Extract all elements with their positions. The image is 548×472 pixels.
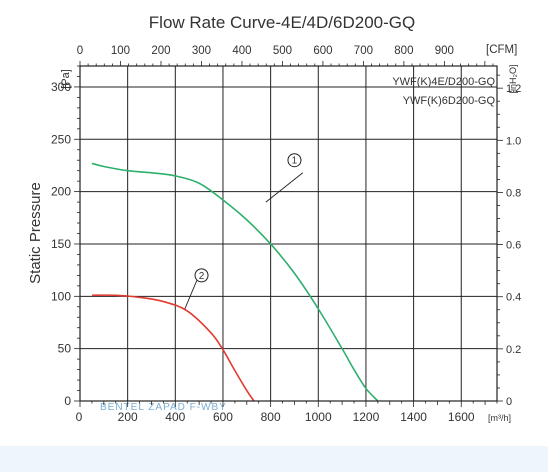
top-axis-unit: [CFM] [486, 44, 517, 56]
series-1-line [91, 162, 379, 402]
leader-line-1 [265, 172, 304, 203]
right-tick-label: 0.8 [506, 187, 521, 199]
legend-line-2: YWF(K)6D200-GQ [403, 95, 496, 107]
footer-band [0, 446, 548, 472]
y-tick-label: 150 [51, 237, 71, 251]
left-axis-unit: [Pa] [60, 69, 72, 89]
series-group: 12 [91, 153, 379, 402]
top-tick-label: 800 [394, 45, 413, 57]
top-tick-label: 200 [151, 45, 170, 57]
x-tick-label: 800 [261, 410, 281, 424]
x-tick-label: 1000 [305, 410, 332, 424]
x-tick-label: 1600 [448, 410, 475, 424]
series-2-line [91, 294, 255, 402]
right-axis-unit: [inH₂O] [508, 65, 518, 94]
right-tick-label: 0.2 [506, 344, 521, 356]
top-tick-label: 500 [273, 45, 292, 57]
y-tick-label: 200 [51, 185, 71, 199]
chart-title: Flow Rate Curve-4E/4D/6D200-GQ [149, 13, 415, 32]
top-tick-label: 0 [77, 45, 83, 57]
x-tick-label: 600 [213, 410, 233, 424]
y-tick-label: 100 [51, 289, 71, 303]
y-tick-label: 250 [51, 132, 71, 146]
top-tick-label: 900 [435, 45, 454, 57]
plot-frame [79, 65, 498, 402]
x-tick-label: 0 [76, 410, 83, 424]
top-tick-label: 400 [232, 45, 251, 57]
callout-label-1: 1 [292, 156, 298, 167]
leader-line-2 [184, 280, 198, 310]
top-tick-label: 300 [192, 45, 211, 57]
watermark-text: BENTEL ZAPAD F-WBY [100, 402, 227, 413]
x-tick-label: 1200 [353, 410, 380, 424]
callout-circle-2 [194, 268, 209, 283]
x-tick-label: 1400 [400, 410, 427, 424]
grid [80, 66, 497, 401]
right-tick-label: 0 [506, 396, 512, 408]
callout-label-2: 2 [199, 271, 205, 282]
y-tick-label: 300 [51, 80, 71, 94]
callout-circle-1 [287, 153, 302, 168]
bottom-axis-unit: [m³/h] [488, 413, 511, 423]
top-tick-label: 600 [313, 45, 332, 57]
right-tick-label: 0.4 [506, 292, 521, 304]
x-tick-label: 400 [165, 410, 185, 424]
legend-line-1: YWF(K)4E/D200-GQ [392, 76, 495, 88]
y-axis-label: Static Pressure [27, 182, 44, 284]
right-tick-label: 0.6 [506, 240, 521, 252]
y-tick-label: 50 [58, 342, 72, 356]
x-tick-label: 200 [118, 410, 138, 424]
right-tick-label: 1.2 [506, 83, 521, 95]
top-tick-label: 100 [111, 45, 130, 57]
y-tick-label: 0 [64, 394, 71, 408]
right-tick-label: 1.0 [506, 135, 521, 147]
top-tick-label: 700 [354, 45, 373, 57]
